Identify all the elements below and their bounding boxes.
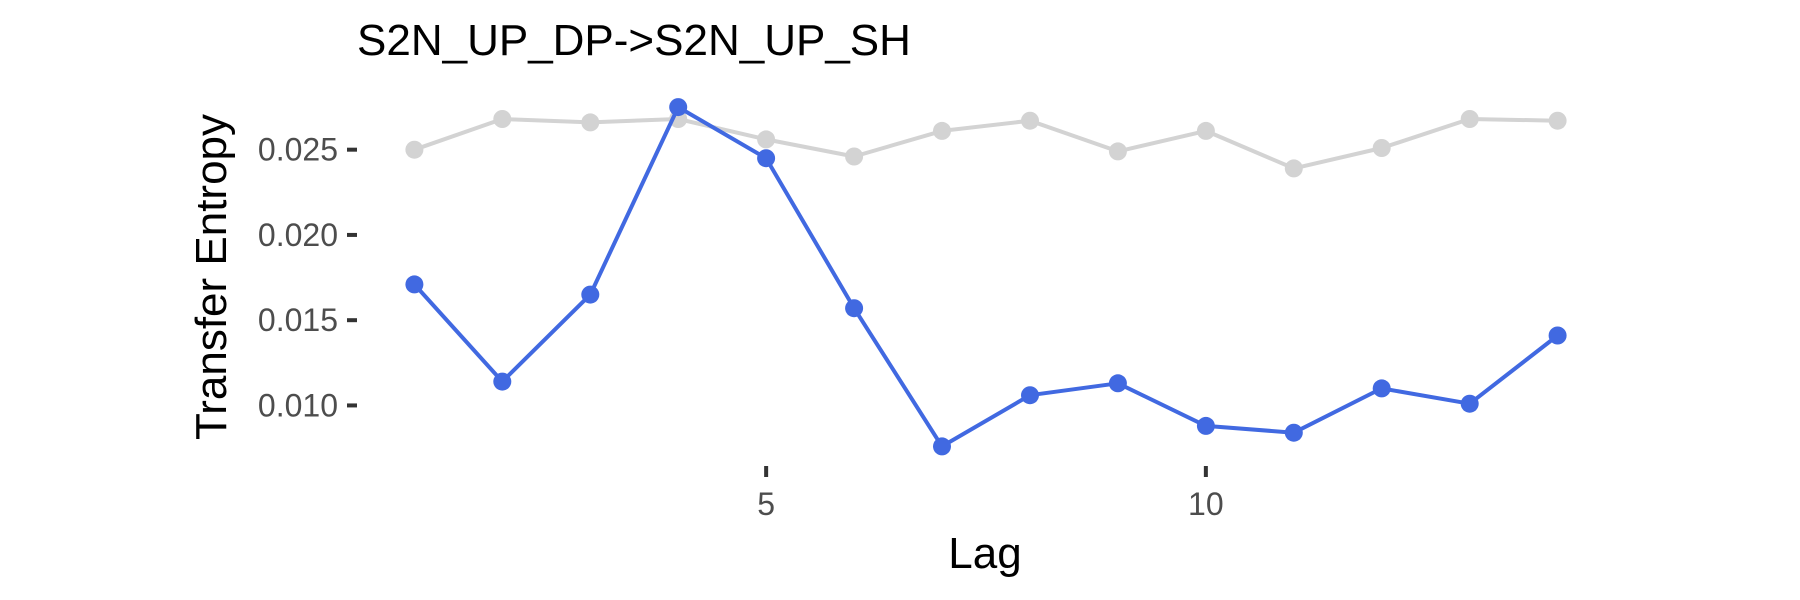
data-point xyxy=(1372,379,1391,398)
data-point xyxy=(845,147,864,166)
data-point xyxy=(405,140,424,159)
x-tick-label: 5 xyxy=(757,486,775,522)
data-point xyxy=(493,110,512,128)
series-1 xyxy=(405,98,1567,456)
y-axis: 0.010 0.015 0.020 0.025 xyxy=(258,132,357,423)
y-tick-label: 0.015 xyxy=(258,302,338,338)
data-point xyxy=(845,299,864,318)
data-point xyxy=(757,149,776,168)
data-point xyxy=(1021,386,1039,405)
data-point xyxy=(581,285,600,304)
data-point xyxy=(1196,416,1215,435)
data-point xyxy=(933,437,951,456)
y-axis-label: Transfer Entropy xyxy=(187,114,236,440)
data-point xyxy=(933,121,951,140)
data-point xyxy=(1548,326,1567,345)
y-tick-label: 0.020 xyxy=(258,217,338,253)
data-point xyxy=(1196,121,1215,140)
data-point xyxy=(1460,110,1479,128)
data-point xyxy=(669,98,688,117)
data-point xyxy=(1108,374,1127,393)
x-axis-label: Lag xyxy=(948,529,1021,578)
x-tick-label: 10 xyxy=(1188,486,1224,522)
data-point xyxy=(1284,423,1303,442)
data-point xyxy=(1108,142,1127,161)
data-point xyxy=(1372,139,1391,157)
series-layer xyxy=(405,98,1567,456)
data-point xyxy=(581,113,600,132)
data-point xyxy=(1548,111,1567,130)
y-tick-label: 0.025 xyxy=(258,132,338,168)
data-point xyxy=(493,372,512,391)
data-point xyxy=(1460,394,1479,413)
data-point xyxy=(757,130,776,149)
series-line xyxy=(412,105,1559,449)
series-0 xyxy=(405,110,1567,178)
data-point xyxy=(405,275,424,294)
series-line xyxy=(413,117,1558,171)
y-tick-label: 0.010 xyxy=(258,387,338,423)
x-axis: 5 10 xyxy=(757,466,1224,522)
data-point xyxy=(1021,111,1039,130)
data-point xyxy=(1284,159,1303,178)
chart-title: S2N_UP_DP->S2N_UP_SH xyxy=(357,16,911,65)
